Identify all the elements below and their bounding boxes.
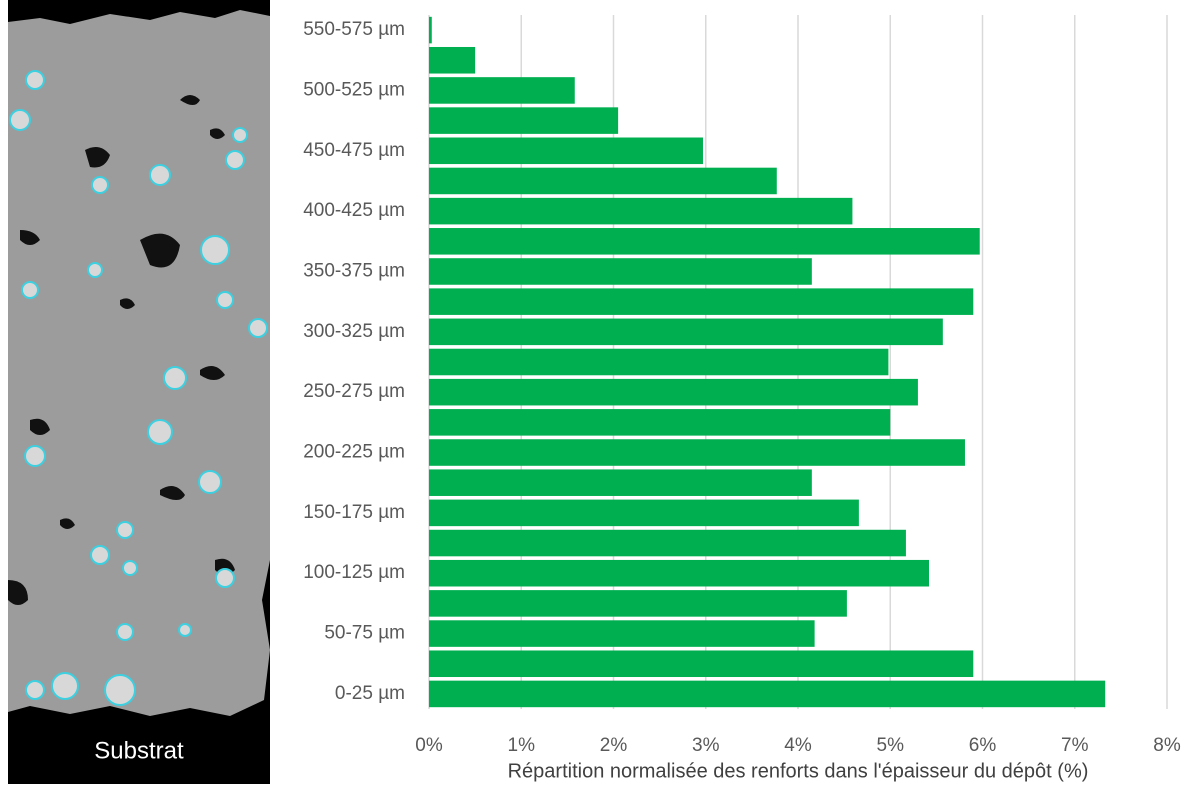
y-tick-label: 400-425 µm (303, 200, 405, 221)
bar (429, 77, 575, 104)
y-tick-label: 250-275 µm (303, 381, 405, 402)
y-tick-label: 200-225 µm (303, 442, 405, 463)
x-tick-label: 4% (784, 735, 812, 756)
bar (429, 16, 432, 44)
bar (429, 529, 906, 557)
bar (429, 650, 974, 678)
y-tick-label: 350-375 µm (303, 260, 405, 281)
y-tick-label: 300-325 µm (303, 321, 405, 342)
x-tick-label: 0% (415, 735, 443, 756)
bar (429, 137, 703, 165)
x-tick-label: 6% (969, 735, 997, 756)
micrograph: Substrat (8, 0, 270, 784)
bar (429, 46, 476, 74)
image-label: Substrat (94, 737, 184, 764)
y-tick-label: 500-525 µm (303, 79, 405, 100)
bar (429, 680, 1106, 708)
bar (429, 197, 853, 225)
bar (429, 559, 929, 587)
bar (429, 409, 891, 436)
x-tick-label: 2% (600, 735, 628, 756)
x-tick-label: 7% (1061, 735, 1089, 756)
bar (429, 469, 812, 496)
y-tick-label: 50-75 µm (324, 623, 405, 644)
x-axis-title: Répartition normalisée des renforts dans… (508, 760, 1089, 782)
y-tick-label: 0-25 µm (335, 683, 405, 704)
bar (429, 439, 965, 466)
y-tick-label: 100-125 µm (303, 562, 405, 583)
bar (429, 499, 859, 527)
bar (429, 258, 812, 285)
y-tick-label: 550-575 µm (303, 19, 405, 40)
x-tick-label: 1% (508, 735, 536, 756)
bar (429, 620, 815, 647)
bar (429, 318, 943, 346)
bar (429, 167, 777, 195)
bar (429, 107, 619, 134)
bar (429, 590, 847, 617)
bar (429, 348, 889, 376)
x-tick-label: 3% (692, 735, 720, 756)
y-tick-label: 150-175 µm (303, 502, 405, 523)
x-tick-label: 8% (1153, 735, 1181, 756)
bar (429, 378, 918, 406)
bar (429, 228, 980, 255)
bar (429, 288, 974, 315)
x-tick-label: 5% (877, 735, 905, 756)
y-tick-label: 450-475 µm (303, 140, 405, 161)
